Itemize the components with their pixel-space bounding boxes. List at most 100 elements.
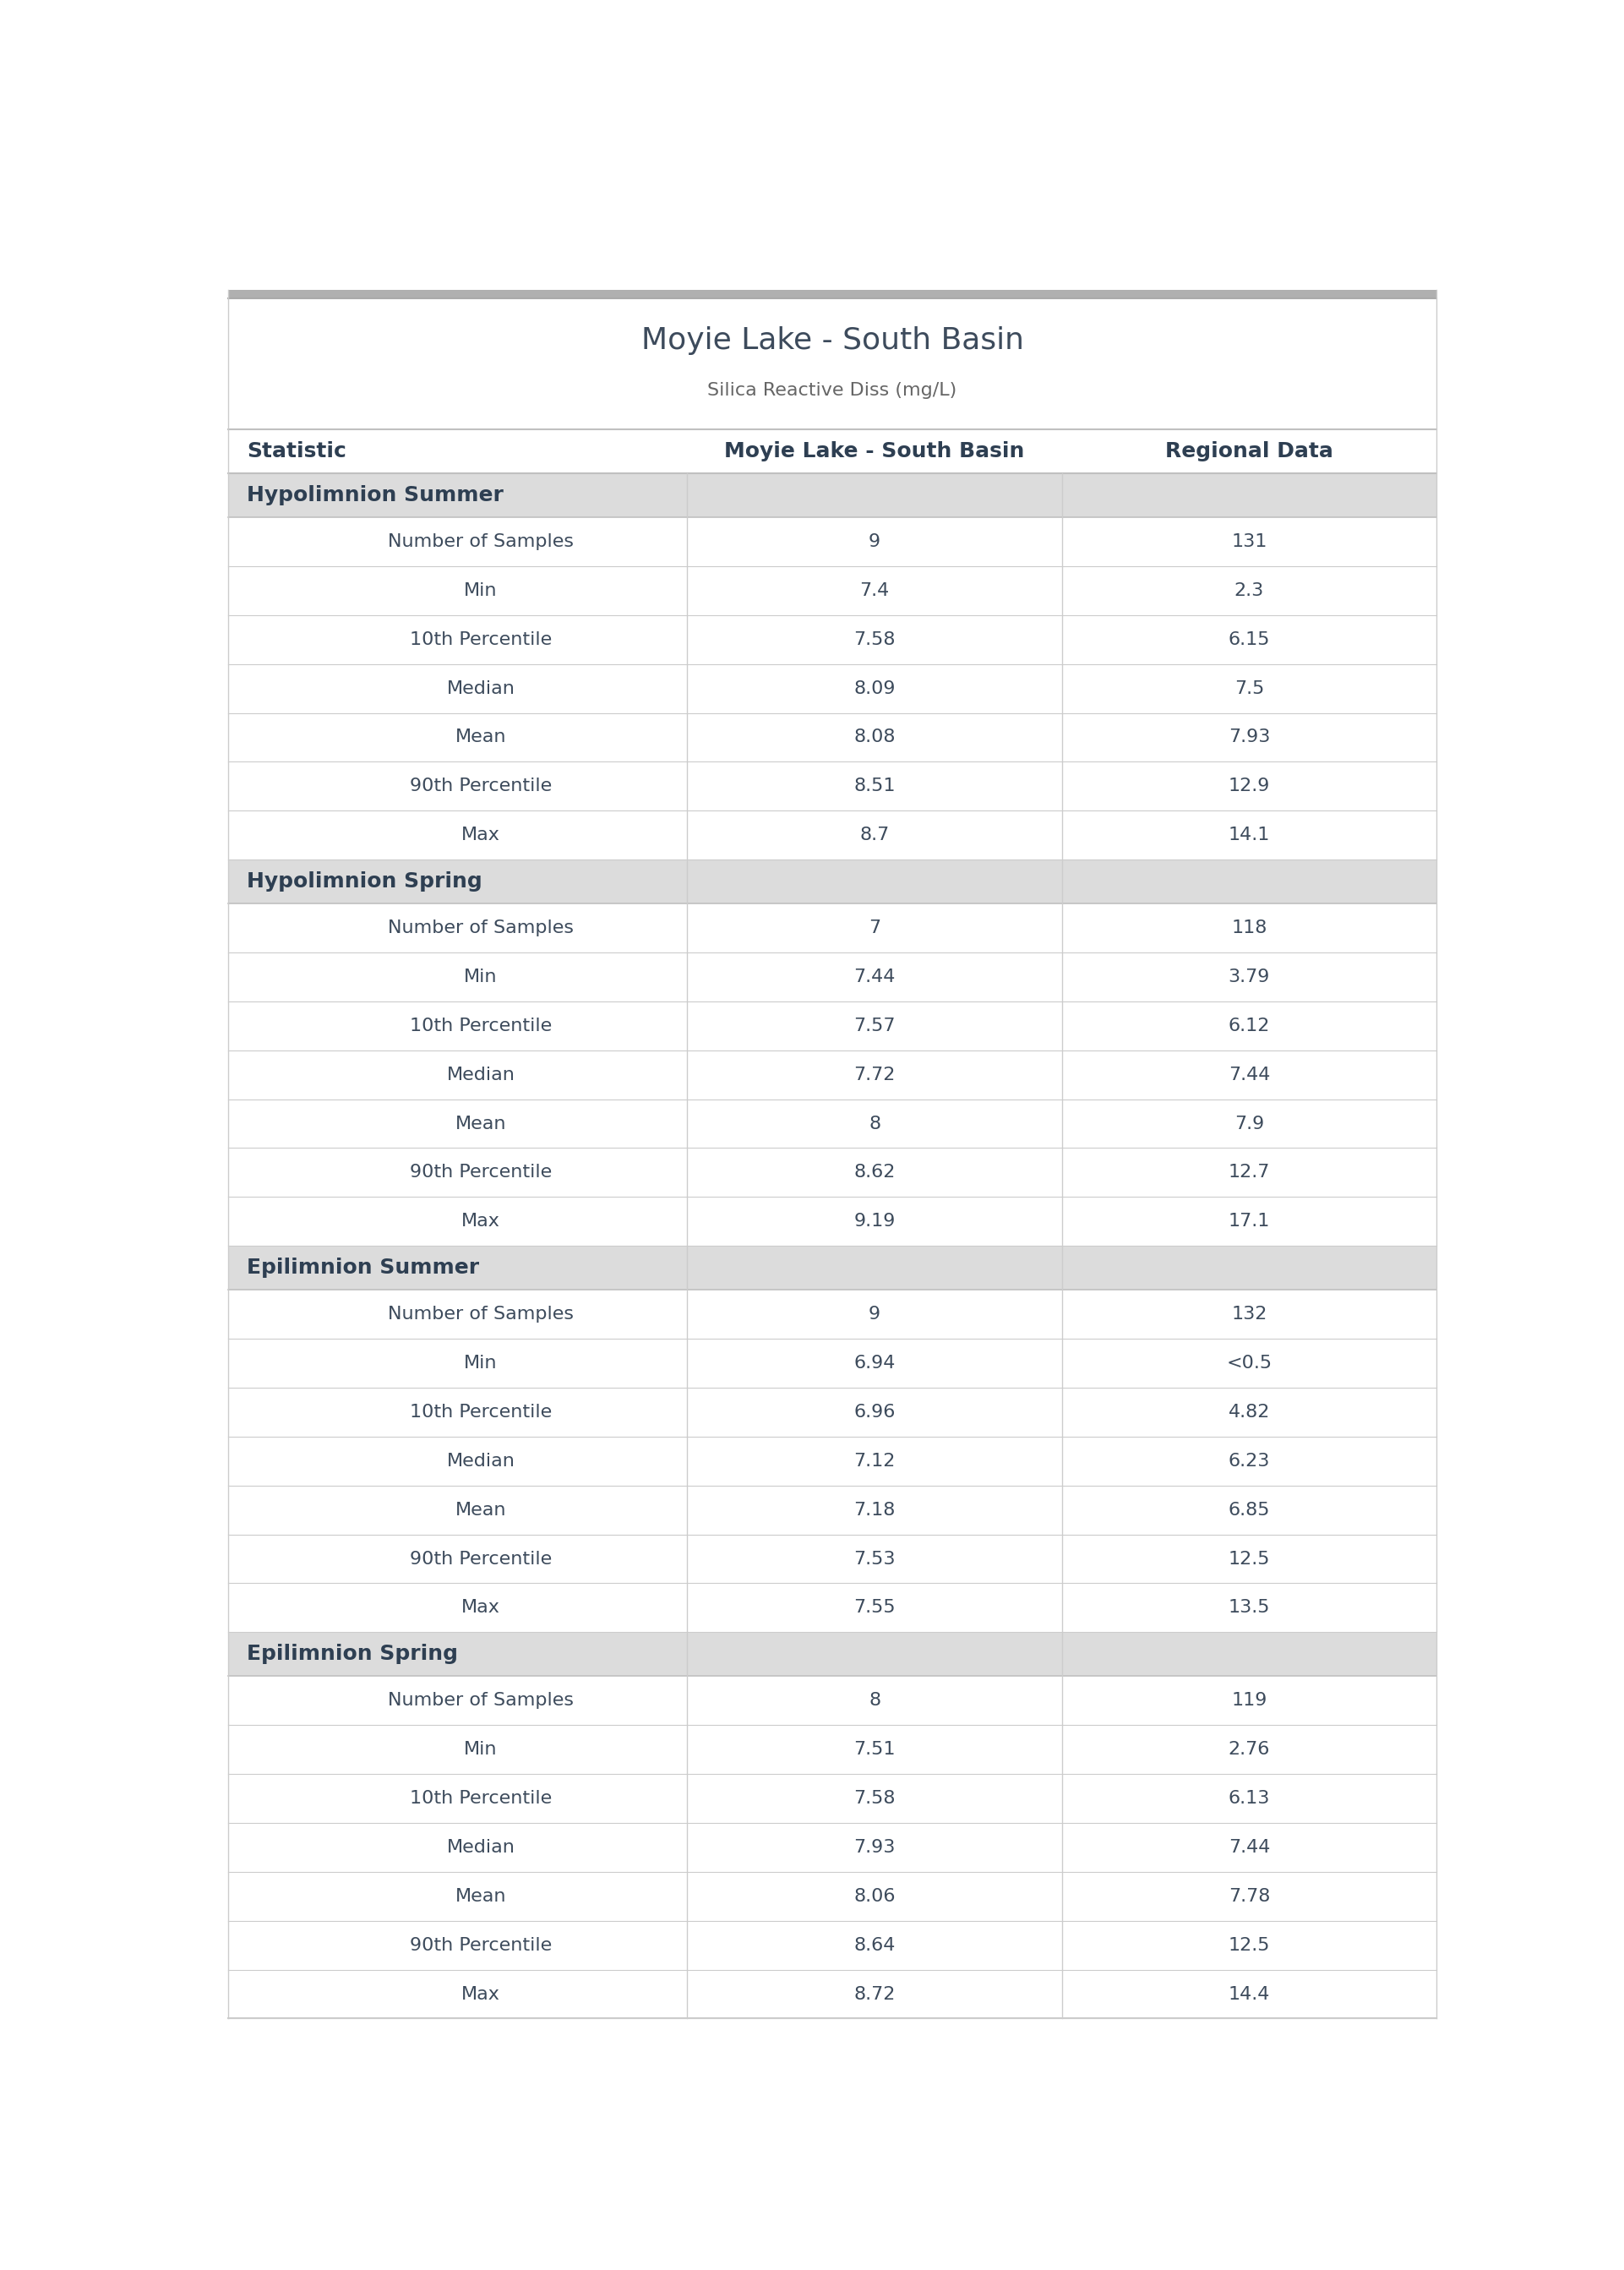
Bar <box>227 429 1437 474</box>
Text: Median: Median <box>447 1839 515 1855</box>
Bar <box>227 1970 1437 2018</box>
Text: 9: 9 <box>869 533 880 549</box>
Text: 13.5: 13.5 <box>1228 1600 1270 1616</box>
Text: Number of Samples: Number of Samples <box>388 1305 573 1323</box>
Text: 7.58: 7.58 <box>854 1789 895 1807</box>
Text: 7.4: 7.4 <box>859 581 890 599</box>
Text: Min: Min <box>464 581 497 599</box>
Text: Hypolimnion Summer: Hypolimnion Summer <box>247 486 503 506</box>
Text: 6.85: 6.85 <box>1228 1500 1270 1519</box>
Text: 6.94: 6.94 <box>854 1355 895 1371</box>
Text: 8.09: 8.09 <box>854 681 895 697</box>
Text: Number of Samples: Number of Samples <box>388 1691 573 1709</box>
Text: Hypolimnion Spring: Hypolimnion Spring <box>247 872 482 892</box>
Text: Silica Reactive Diss (mg/L): Silica Reactive Diss (mg/L) <box>708 381 957 400</box>
Bar <box>227 1773 1437 1823</box>
Text: 118: 118 <box>1231 919 1267 935</box>
Text: Regional Data: Regional Data <box>1164 440 1333 461</box>
Text: 8: 8 <box>869 1115 880 1133</box>
Text: Median: Median <box>447 1067 515 1083</box>
Text: Median: Median <box>447 681 515 697</box>
Bar <box>227 1099 1437 1149</box>
Text: 14.4: 14.4 <box>1228 1986 1270 2002</box>
Text: 10th Percentile: 10th Percentile <box>409 631 552 647</box>
Text: 12.5: 12.5 <box>1228 1936 1270 1954</box>
Text: 2.76: 2.76 <box>1228 1741 1270 1757</box>
Bar <box>227 1725 1437 1773</box>
Text: 132: 132 <box>1231 1305 1267 1323</box>
Text: 7.44: 7.44 <box>854 969 895 985</box>
Text: 90th Percentile: 90th Percentile <box>409 1165 552 1180</box>
Bar <box>227 903 1437 953</box>
Text: 119: 119 <box>1231 1691 1267 1709</box>
Text: 8.7: 8.7 <box>859 826 890 844</box>
Text: 7.44: 7.44 <box>1228 1839 1270 1855</box>
Text: Max: Max <box>461 1986 500 2002</box>
Bar <box>227 1196 1437 1246</box>
Bar <box>227 291 1437 300</box>
Bar <box>227 1289 1437 1339</box>
Text: 7.72: 7.72 <box>854 1067 895 1083</box>
Text: 12.5: 12.5 <box>1228 1550 1270 1566</box>
Text: 12.7: 12.7 <box>1228 1165 1270 1180</box>
Text: 7.18: 7.18 <box>854 1500 895 1519</box>
Bar <box>227 1873 1437 1920</box>
Bar <box>227 518 1437 565</box>
Text: 7.78: 7.78 <box>1228 1889 1270 1905</box>
Text: 6.12: 6.12 <box>1228 1017 1270 1035</box>
Text: 4.82: 4.82 <box>1228 1403 1270 1421</box>
Text: Mean: Mean <box>455 1115 507 1133</box>
Text: Moyie Lake - South Basin: Moyie Lake - South Basin <box>641 327 1023 354</box>
Text: Max: Max <box>461 1212 500 1230</box>
Text: Number of Samples: Number of Samples <box>388 919 573 935</box>
Text: Min: Min <box>464 1741 497 1757</box>
Text: Min: Min <box>464 969 497 985</box>
Bar <box>227 474 1437 518</box>
Text: 7.5: 7.5 <box>1234 681 1263 697</box>
Text: 2.3: 2.3 <box>1234 581 1263 599</box>
Bar <box>227 1823 1437 1873</box>
Text: 8.64: 8.64 <box>854 1936 895 1954</box>
Bar <box>227 1149 1437 1196</box>
Bar <box>227 860 1437 903</box>
Text: Mean: Mean <box>455 729 507 747</box>
Text: Mean: Mean <box>455 1889 507 1905</box>
Text: 7.55: 7.55 <box>854 1600 895 1616</box>
Bar <box>227 1920 1437 1970</box>
Bar <box>227 663 1437 713</box>
Bar <box>227 1675 1437 1725</box>
Text: 7.9: 7.9 <box>1234 1115 1263 1133</box>
Text: 17.1: 17.1 <box>1228 1212 1270 1230</box>
Text: 9.19: 9.19 <box>854 1212 895 1230</box>
Text: 10th Percentile: 10th Percentile <box>409 1017 552 1035</box>
Text: 8.06: 8.06 <box>854 1889 895 1905</box>
Text: 8.62: 8.62 <box>854 1165 895 1180</box>
Text: 90th Percentile: 90th Percentile <box>409 779 552 794</box>
Bar <box>227 1437 1437 1485</box>
Text: 7.51: 7.51 <box>854 1741 895 1757</box>
Text: Mean: Mean <box>455 1500 507 1519</box>
Text: 7.12: 7.12 <box>854 1453 895 1469</box>
Text: 10th Percentile: 10th Percentile <box>409 1789 552 1807</box>
Text: 6.23: 6.23 <box>1228 1453 1270 1469</box>
Bar <box>227 565 1437 615</box>
Bar <box>227 1051 1437 1099</box>
Text: 12.9: 12.9 <box>1228 779 1270 794</box>
Bar <box>227 1387 1437 1437</box>
Text: 9: 9 <box>869 1305 880 1323</box>
Text: 8.51: 8.51 <box>854 779 895 794</box>
Bar <box>227 1339 1437 1387</box>
Text: 10th Percentile: 10th Percentile <box>409 1403 552 1421</box>
Text: Median: Median <box>447 1453 515 1469</box>
Text: 3.79: 3.79 <box>1228 969 1270 985</box>
Bar <box>227 1632 1437 1675</box>
Text: 6.15: 6.15 <box>1228 631 1270 647</box>
Text: 8: 8 <box>869 1691 880 1709</box>
Text: Number of Samples: Number of Samples <box>388 533 573 549</box>
Bar <box>227 713 1437 763</box>
Text: 6.96: 6.96 <box>854 1403 895 1421</box>
Text: <0.5: <0.5 <box>1226 1355 1272 1371</box>
Text: 90th Percentile: 90th Percentile <box>409 1550 552 1566</box>
Text: 7: 7 <box>869 919 880 935</box>
Text: Max: Max <box>461 1600 500 1616</box>
